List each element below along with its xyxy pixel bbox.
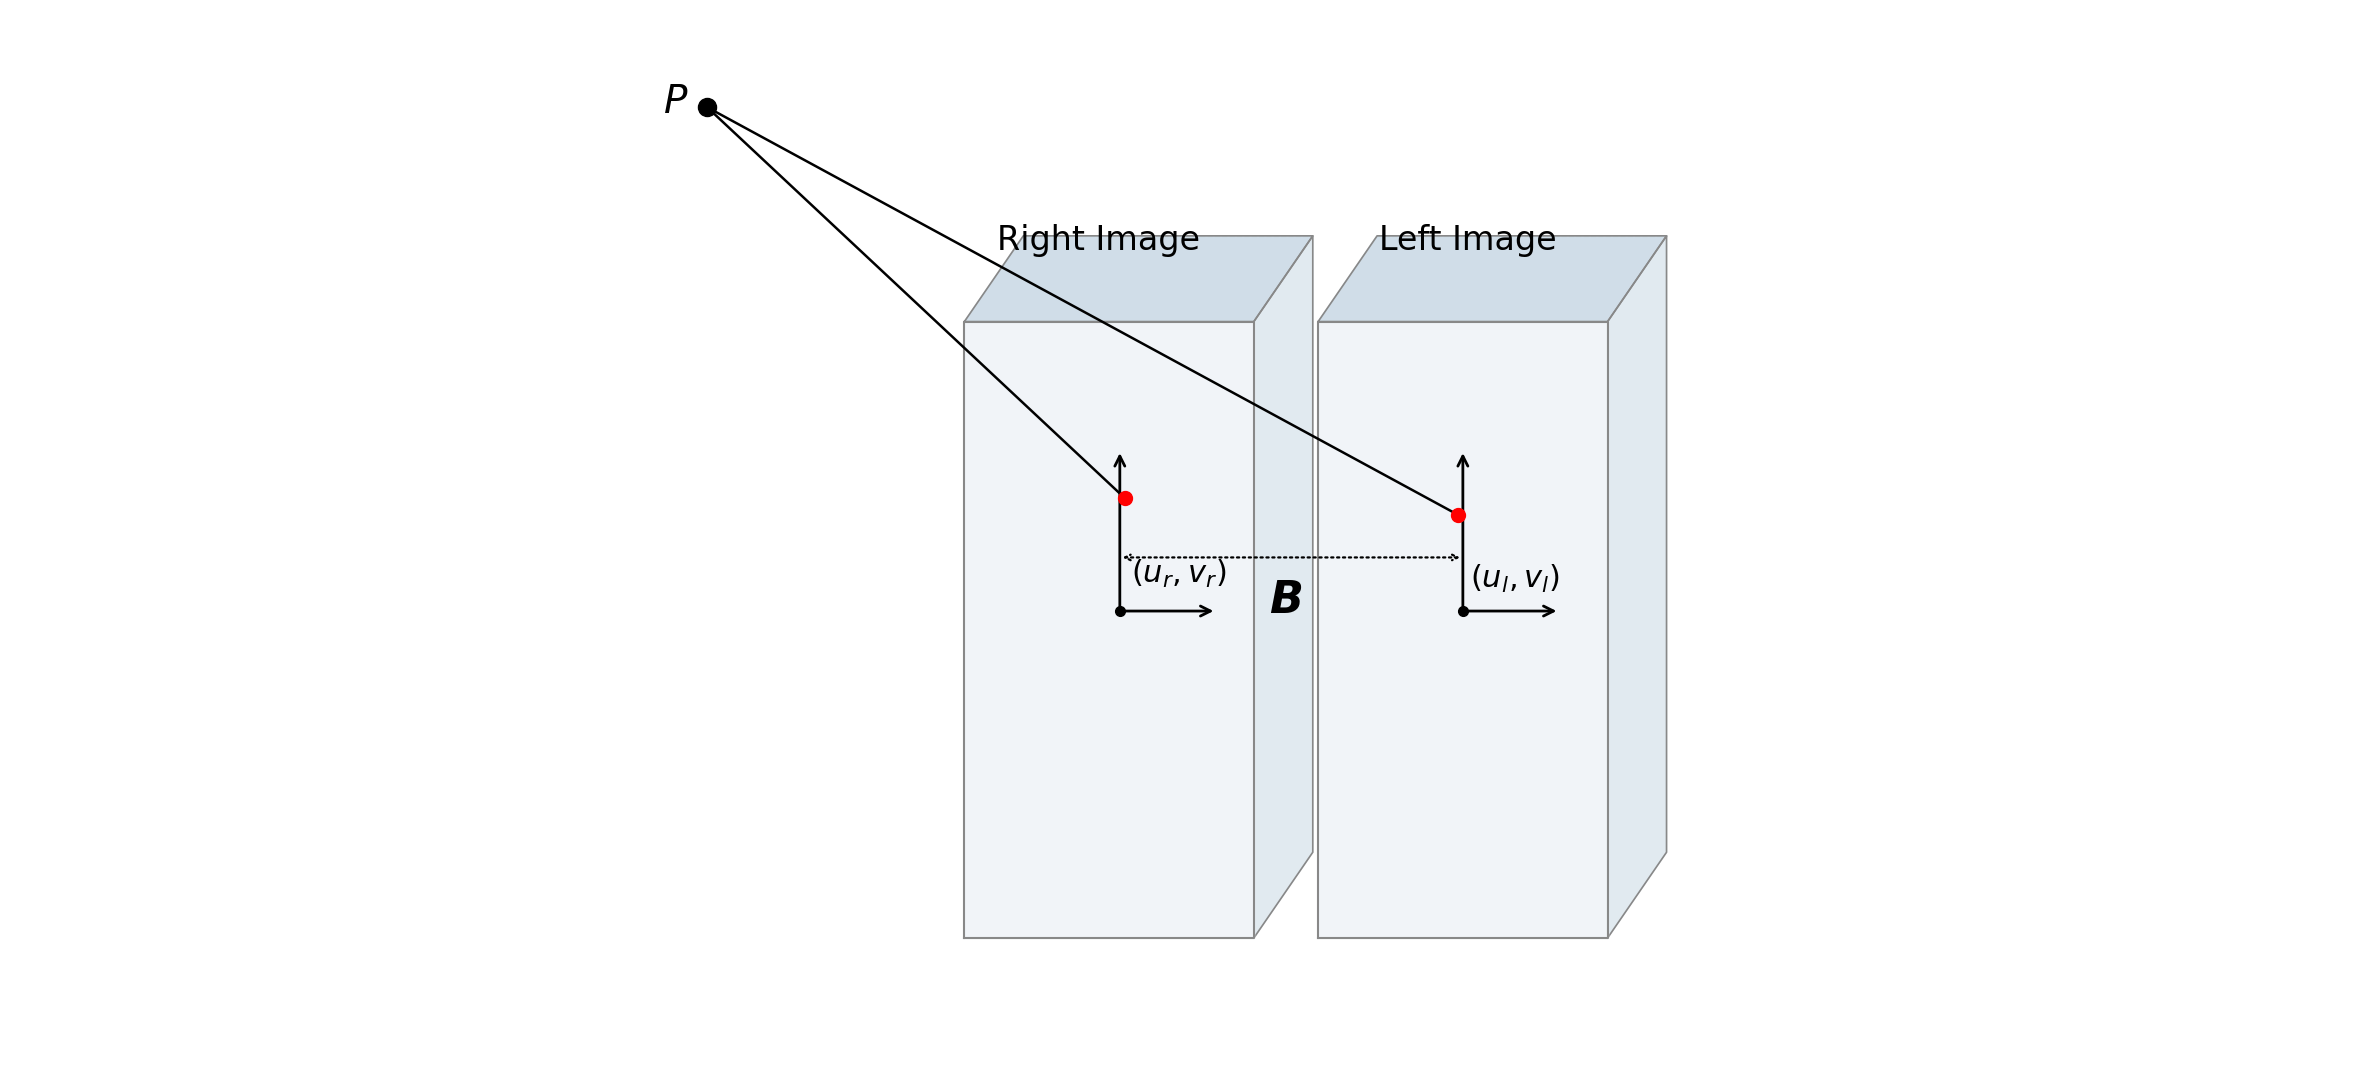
Polygon shape [1254, 236, 1313, 938]
Polygon shape [963, 236, 1313, 322]
Polygon shape [1318, 322, 1608, 938]
Text: P: P [664, 83, 688, 121]
Text: Right Image: Right Image [997, 224, 1199, 257]
Polygon shape [1318, 236, 1668, 322]
Text: $(u_l,v_l)$: $(u_l,v_l)$ [1470, 563, 1561, 595]
Text: B: B [1268, 579, 1304, 622]
Polygon shape [963, 322, 1254, 938]
Text: Left Image: Left Image [1380, 224, 1556, 257]
Text: $(u_r,v_r)$: $(u_r,v_r)$ [1130, 557, 1225, 590]
Polygon shape [1608, 236, 1668, 938]
